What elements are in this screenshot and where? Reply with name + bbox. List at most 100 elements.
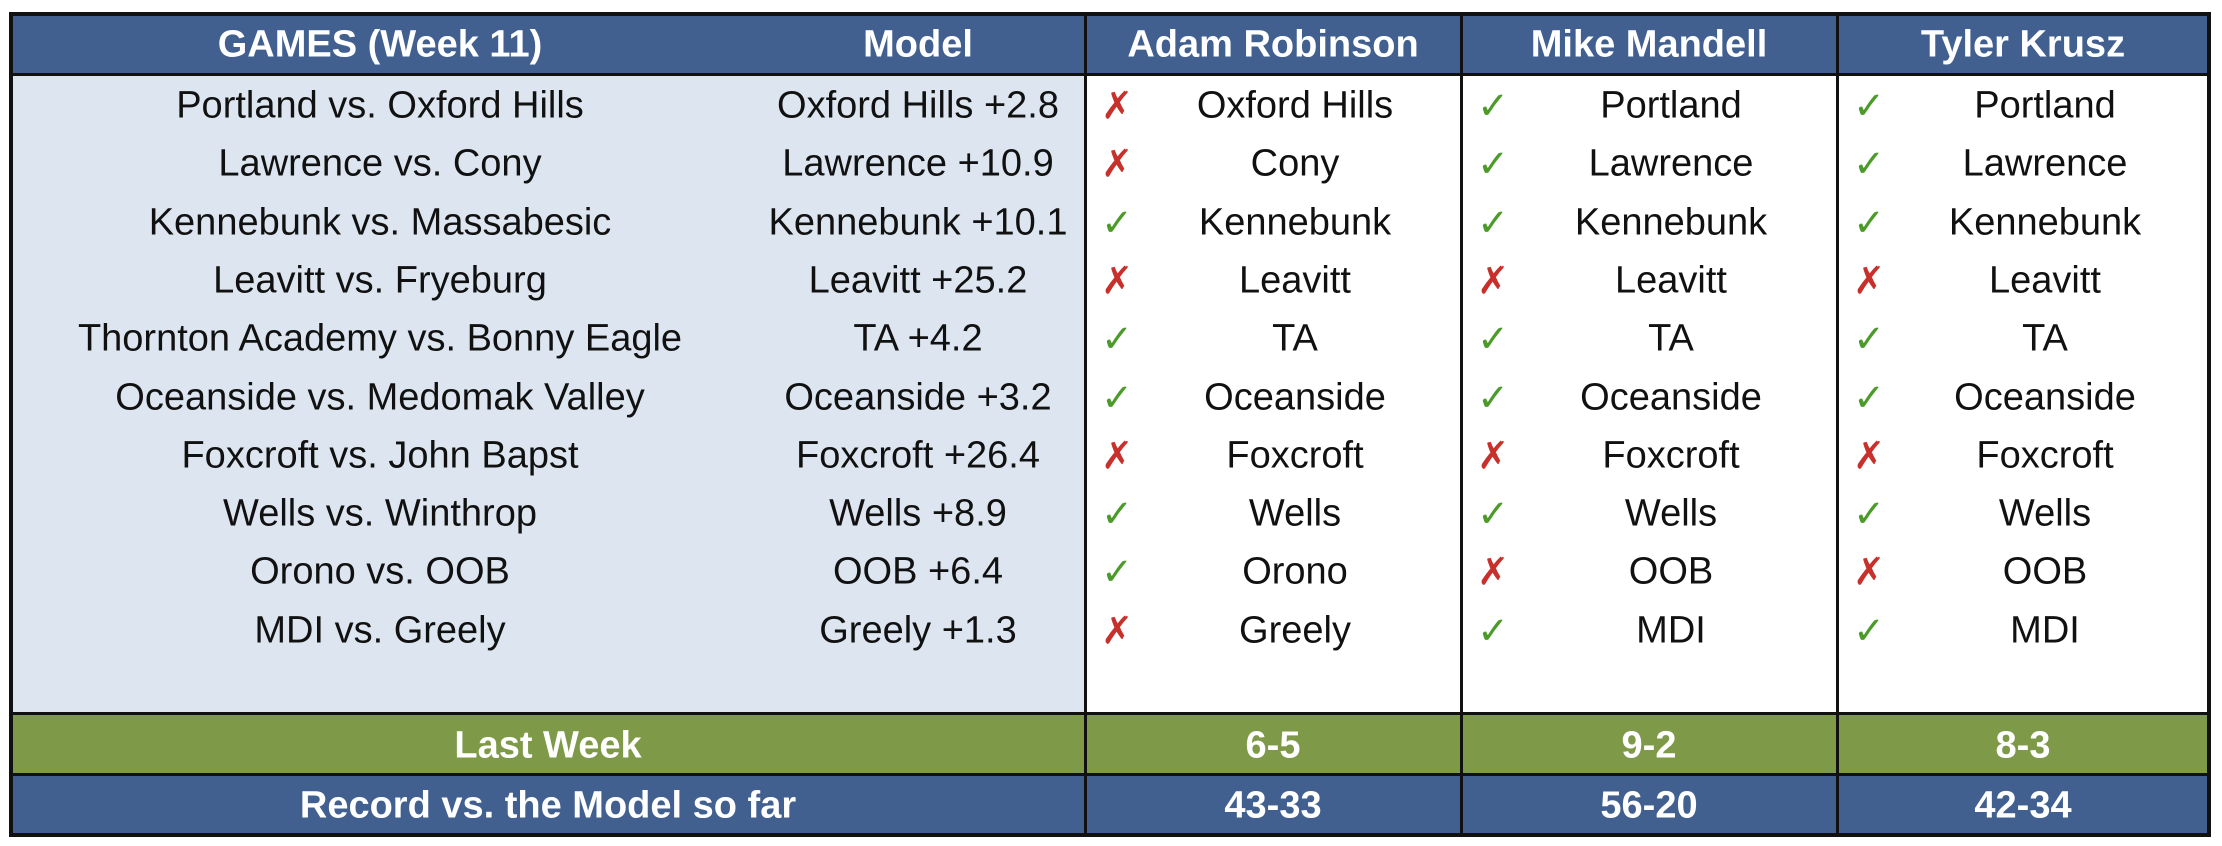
pick-mark: ✓ (1101, 551, 1133, 594)
column-divider (1460, 14, 1463, 835)
game: Thornton Academy vs. Bonny Eagle (77, 317, 683, 360)
pick-team: Greely (1239, 609, 1351, 652)
pick-mark: ✓ (1101, 202, 1133, 245)
model-line: Wells +8.9 (829, 492, 1007, 535)
pick-mark: ✓ (1853, 610, 1885, 653)
pick-team: Orono (1242, 550, 1348, 593)
model-line: Lawrence +10.9 (782, 142, 1054, 185)
pick-team: Portland (1974, 84, 2116, 127)
header-picker: Tyler Krusz (1920, 23, 2126, 66)
game: Kennebunk vs. Massabesic (148, 201, 612, 244)
game: MDI vs. Greely (254, 609, 506, 652)
pick-mark: ✓ (1101, 318, 1133, 361)
pick-mark: ✓ (1477, 143, 1509, 186)
pick-team: MDI (1636, 609, 1706, 652)
pick-team: Wells (1998, 492, 2092, 535)
pick-mark: ✓ (1477, 318, 1509, 361)
games-bg (11, 74, 1085, 713)
pick-mark: ✗ (1101, 610, 1133, 653)
pick-mark: ✓ (1853, 202, 1885, 245)
pick-mark: ✓ (1477, 85, 1509, 128)
pick-team: Lawrence (1962, 142, 2128, 185)
pick-team: Cony (1250, 142, 1340, 185)
pick-team: Oceanside (1580, 376, 1762, 418)
pick-team: Lawrence (1588, 142, 1754, 185)
pick-mark: ✗ (1477, 260, 1509, 303)
pick-team: Leavitt (1239, 259, 1351, 302)
pick-team: Wells (1248, 492, 1342, 535)
last-week-value: 8-3 (1995, 724, 2051, 766)
pick-team: TA (1648, 317, 1694, 360)
record-value: 42-34 (1974, 784, 2072, 826)
pick-mark: ✓ (1853, 85, 1885, 128)
game: Foxcroft vs. John Bapst (181, 434, 579, 477)
pick-mark: ✗ (1101, 143, 1133, 186)
pick-mark: ✗ (1477, 551, 1509, 594)
pick-mark: ✗ (1101, 260, 1133, 303)
last-week-label: Last Week (454, 724, 642, 766)
row-divider (11, 73, 2209, 76)
pick-team: OOB (2002, 550, 2088, 593)
pick-mark: ✓ (1477, 493, 1509, 536)
model-line: Foxcroft +26.4 (796, 434, 1040, 477)
pick-team: Foxcroft (1602, 434, 1740, 477)
model-line: Oxford Hills +2.8 (777, 84, 1059, 127)
pick-team: TA (2022, 317, 2068, 360)
pick-team: Portland (1600, 84, 1742, 127)
pick-mark: ✓ (1477, 377, 1509, 419)
pick-mark: ✓ (1853, 318, 1885, 361)
model-line: Kennebunk +10.1 (768, 201, 1068, 244)
column-divider (1084, 14, 1087, 835)
game: Leavitt vs. Fryeburg (213, 259, 547, 302)
pick-team: MDI (2010, 609, 2080, 652)
record-bg (11, 774, 2209, 835)
last-week-bg (11, 713, 2209, 774)
row-divider (11, 712, 2209, 715)
pick-team: Wells (1624, 492, 1718, 535)
game: Portland vs. Oxford Hills (176, 84, 584, 127)
model-line: Leavitt +25.2 (808, 259, 1028, 302)
game: Lawrence vs. Cony (218, 142, 542, 185)
pick-mark: ✗ (1101, 435, 1133, 478)
column-divider (1836, 14, 1839, 835)
header-picker: Mike Mandell (1530, 23, 1768, 66)
pick-mark: ✓ (1853, 143, 1885, 186)
header-games: GAMES (Week 11) (217, 23, 543, 66)
header-model: Model (863, 23, 973, 66)
pick-mark: ✓ (1853, 377, 1885, 419)
pick-team: Leavitt (1615, 259, 1727, 302)
row-divider (11, 773, 2209, 776)
pick-mark: ✗ (1853, 260, 1885, 303)
header-bg (11, 14, 2209, 74)
record-value: 56-20 (1600, 784, 1698, 826)
pick-team: TA (1272, 317, 1318, 360)
record-label: Record vs. the Model so far (299, 784, 797, 826)
pick-mark: ✓ (1477, 610, 1509, 653)
model-line: Greely +1.3 (819, 609, 1017, 652)
pick-team: Kennebunk (1198, 201, 1392, 244)
pick-team: OOB (1628, 550, 1714, 593)
pick-mark: ✓ (1477, 202, 1509, 245)
pick-team: Foxcroft (1226, 434, 1364, 477)
pick-mark: ✓ (1101, 377, 1133, 419)
pick-team: Oxford Hills (1196, 84, 1394, 127)
pick-mark: ✓ (1853, 493, 1885, 536)
pick-mark: ✗ (1477, 435, 1509, 478)
pick-team: Kennebunk (1948, 201, 2142, 244)
table-border (9, 12, 2211, 837)
pick-mark: ✗ (1853, 435, 1885, 478)
pick-team: Oceanside (1954, 376, 2136, 418)
pick-team: Leavitt (1989, 259, 2101, 302)
game: Wells vs. Winthrop (223, 492, 537, 535)
model-line: TA +4.2 (853, 317, 983, 360)
model-line: Oceanside +3.2 (784, 376, 1052, 418)
pick-team: Oceanside (1204, 376, 1386, 418)
game: Oceanside vs. Medomak Valley (115, 376, 645, 418)
record-value: 43-33 (1224, 784, 1322, 826)
model-line: OOB +6.4 (832, 550, 1004, 593)
last-week-value: 9-2 (1621, 724, 1677, 766)
pick-team: Kennebunk (1574, 201, 1768, 244)
pick-mark: ✓ (1101, 493, 1133, 536)
pick-mark: ✗ (1853, 551, 1885, 594)
